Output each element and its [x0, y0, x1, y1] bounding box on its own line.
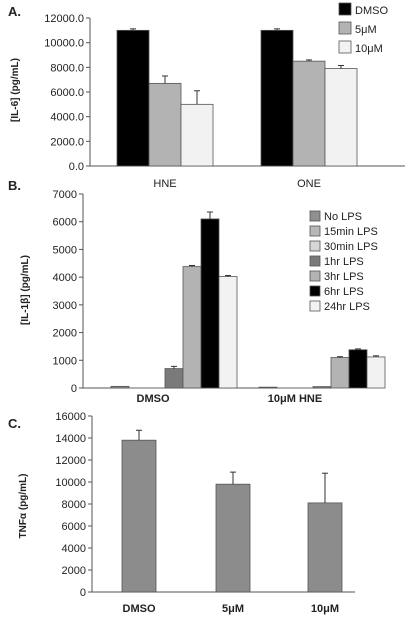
- legend-swatch: [338, 21, 352, 35]
- legend-swatch: [309, 300, 321, 312]
- legend-label: 3hr LPS: [324, 271, 364, 283]
- category-label: HNE: [153, 178, 176, 190]
- panel-c-categories: DMSO 5μM 10μM: [123, 603, 340, 615]
- y-tick-label: 16000: [55, 411, 86, 423]
- panel-b-categories: DMSO 10μM HNE: [137, 393, 323, 405]
- category-label: DMSO: [123, 603, 156, 615]
- y-tick-label: 0.0: [69, 161, 84, 173]
- bar: [180, 103, 214, 167]
- panel-b-label: B.: [8, 178, 21, 193]
- y-tick-label: 0: [71, 383, 77, 395]
- y-tick-label: 10000.0: [44, 38, 84, 50]
- bar: [215, 483, 251, 593]
- bar: [200, 218, 220, 389]
- legend-label: DMSO: [355, 5, 388, 17]
- y-tick-label: 3000: [53, 300, 77, 312]
- y-tick-label: 2000: [53, 328, 77, 340]
- panel-a-y-ticks: 0.0 2000.0 4000.0 6000.0 8000.0 10000.0 12000.…: [44, 13, 405, 173]
- y-tick-label: 4000: [62, 543, 86, 555]
- panel-b-il1b-chart: B. [IL-1β] (pg/mL) 0 1000 2000 3000 4000 5000…: [8, 178, 386, 405]
- y-tick-label: 6000: [53, 217, 77, 229]
- y-tick-label: 1000: [53, 355, 77, 367]
- panel-c-y-axis-title: TNFα (pg/mL): [18, 473, 29, 538]
- panel-a-categories: HNE ONE: [153, 178, 321, 190]
- panel-a-y-axis-title: [IL-6] (pg/mL): [10, 58, 21, 122]
- y-tick-label: 4000.0: [50, 112, 84, 124]
- y-tick-label: 6000: [62, 521, 86, 533]
- panel-b-y-axis-title: [IL-1β] (pg/mL): [20, 255, 31, 325]
- category-label: 10μM: [311, 603, 339, 615]
- panel-a-legend: DMSO 5μM 10μM: [338, 2, 388, 55]
- legend-swatch: [309, 285, 321, 297]
- legend-swatch: [309, 255, 321, 267]
- bar: [260, 29, 294, 167]
- category-label: 10μM HNE: [268, 393, 322, 405]
- y-tick-label: 8000.0: [50, 62, 84, 74]
- y-tick-label: 12000.0: [44, 13, 84, 25]
- legend-label: 15min LPS: [324, 226, 378, 238]
- bar: [307, 502, 343, 593]
- y-tick-label: 12000: [55, 455, 86, 467]
- legend-label: 30min LPS: [324, 241, 378, 253]
- y-tick-label: 2000.0: [50, 136, 84, 148]
- bar: [110, 385, 130, 389]
- legend-label: No LPS: [324, 211, 362, 223]
- legend-label: 10μM: [355, 43, 383, 55]
- bar: [324, 68, 358, 167]
- bar: [258, 386, 278, 389]
- y-tick-label: 10000: [55, 477, 86, 489]
- bar: [148, 82, 182, 167]
- panel-c-tnfa-chart: C. TNFα (pg/mL) 0 2000 4000 6000 8000 10000 12…: [8, 411, 355, 615]
- panel-b-bars: [110, 211, 386, 389]
- bar: [312, 386, 332, 389]
- legend-label: 5μM: [355, 24, 377, 36]
- bar: [182, 266, 202, 389]
- y-tick-label: 14000: [55, 433, 86, 445]
- panel-b-legend: No LPS 15min LPS 30min LPS 1hr LPS 3hr LPS 6h…: [309, 210, 378, 313]
- legend-swatch: [309, 270, 321, 282]
- bar: [218, 276, 238, 389]
- bar: [121, 439, 157, 593]
- category-label: DMSO: [137, 393, 170, 405]
- legend-swatch: [309, 210, 321, 222]
- category-label: 5μM: [222, 603, 244, 615]
- legend-label: 24hr LPS: [324, 301, 370, 313]
- legend-label: 6hr LPS: [324, 286, 364, 298]
- y-tick-label: 6000.0: [50, 87, 84, 99]
- bar: [292, 60, 326, 167]
- panel-c-label: C.: [8, 416, 21, 431]
- panel-c-y-ticks: 0 2000 4000 6000 8000 10000 12000 14000 16000: [55, 411, 355, 599]
- panel-a-bars: [116, 28, 358, 167]
- y-tick-label: 0: [80, 587, 86, 599]
- legend-swatch: [338, 2, 352, 16]
- legend-label: 1hr LPS: [324, 256, 364, 268]
- bar: [164, 368, 184, 389]
- legend-swatch: [338, 40, 352, 54]
- legend-swatch: [309, 240, 321, 252]
- panel-a-il6-chart: A. [IL-6] (pg/mL) 0.0 2000.0 4000.0 6000.0 8…: [8, 2, 405, 190]
- bar: [348, 349, 368, 389]
- panel-a-label: A.: [8, 4, 21, 19]
- bar: [366, 356, 386, 389]
- bar: [116, 29, 150, 167]
- legend-swatch: [309, 225, 321, 237]
- y-tick-label: 8000: [62, 499, 86, 511]
- y-tick-label: 2000: [62, 565, 86, 577]
- y-tick-label: 7000: [53, 189, 77, 201]
- y-tick-label: 5000: [53, 244, 77, 256]
- panel-c-bars: [121, 429, 343, 593]
- bar: [330, 357, 350, 389]
- category-label: ONE: [297, 178, 321, 190]
- y-tick-label: 4000: [53, 272, 77, 284]
